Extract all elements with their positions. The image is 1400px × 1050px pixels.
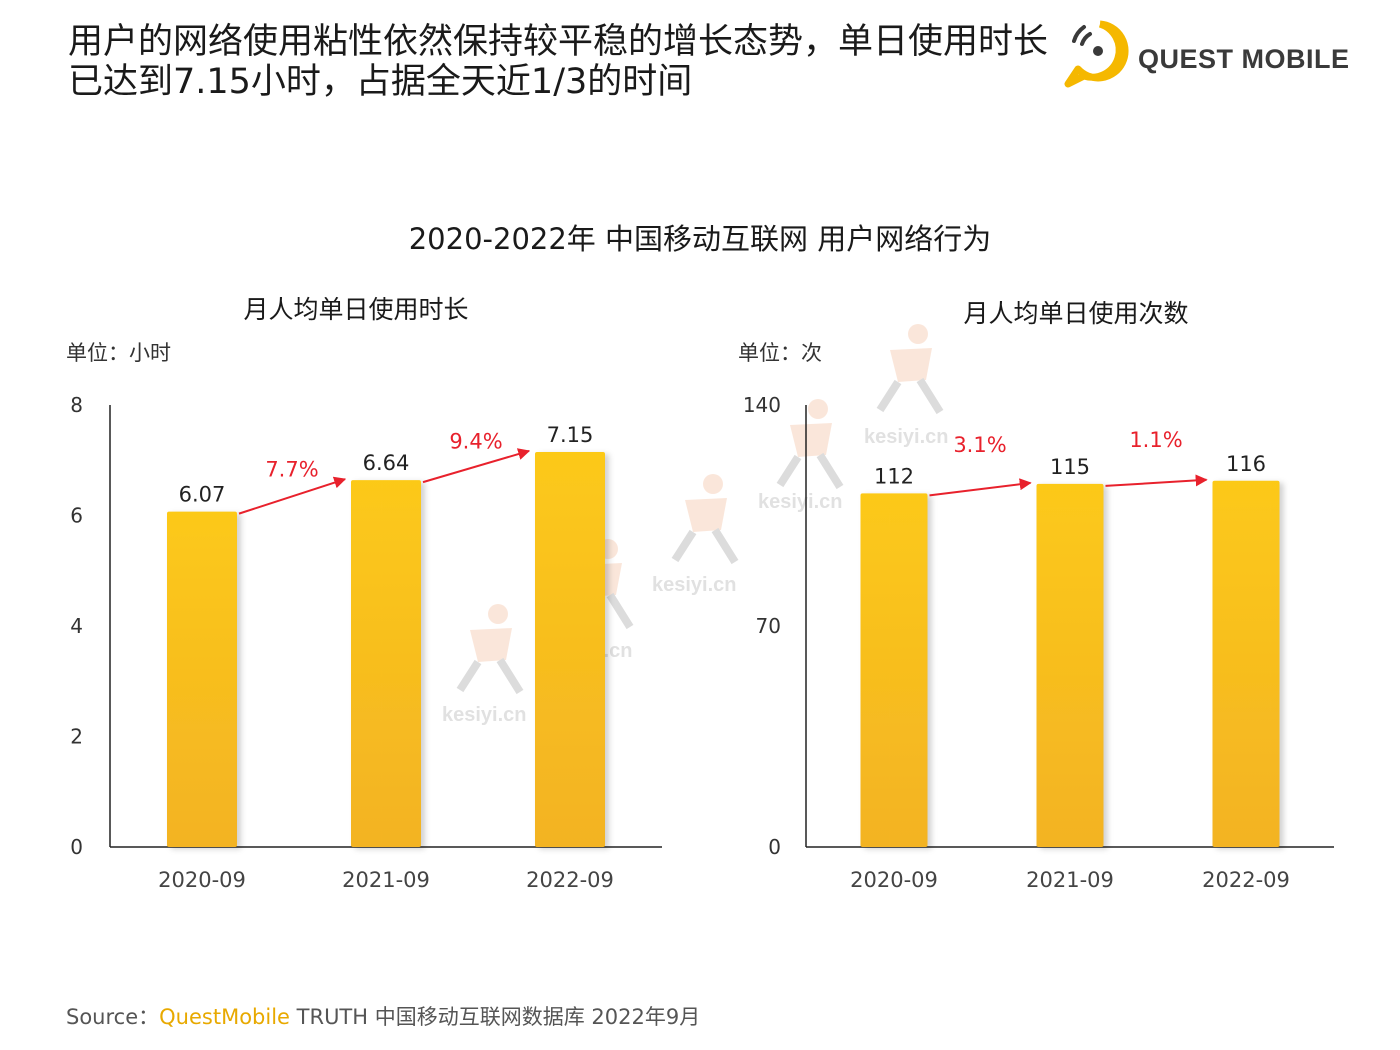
- growth-rate-label: 7.7%: [265, 457, 318, 481]
- quest-mobile-logo: QUEST MOBILE: [1060, 14, 1350, 94]
- chart-panel-daily-duration: 月人均单日使用时长 单位：小时 0 2 4 6 8 6.07 2020-09 6.64 2021…: [40, 280, 680, 920]
- growth-rate-label: 3.1%: [953, 433, 1006, 457]
- bar-value-label: 115: [1050, 455, 1090, 479]
- y-tick-label: 2: [70, 725, 83, 749]
- y-tick-label: 4: [70, 614, 83, 638]
- source-rest: TRUTH 中国移动互联网数据库 2022年9月: [289, 1005, 701, 1029]
- x-tick-label: 2020-09: [850, 868, 938, 892]
- growth-arrow: [1105, 474, 1208, 487]
- bar: [167, 511, 237, 847]
- bar-chart-daily-sessions: 0 70 140 112 2020-09 115 2021-09 116 2022-09 3.1%…: [743, 393, 1334, 892]
- bar-chart-daily-duration: 0 2 4 6 8 6.07 2020-09 6.64 2021-09 7.15 2022-09 7.…: [70, 393, 662, 892]
- source-prefix: Source：: [66, 1005, 160, 1029]
- bar-value-label: 112: [874, 464, 914, 488]
- bar: [1212, 480, 1280, 847]
- bar-value-label: 7.15: [547, 423, 594, 447]
- growth-arrow: [422, 448, 531, 484]
- chart-title: 月人均单日使用次数: [963, 299, 1189, 328]
- logo-text: QUEST MOBILE: [1138, 44, 1350, 74]
- bar: [860, 493, 928, 847]
- bar-value-label: 6.07: [179, 483, 226, 507]
- headline-line-2: 已达到7.15小时，占据全天近1/3的时间: [68, 62, 693, 102]
- y-tick-label: 0: [70, 835, 83, 859]
- bar: [1036, 483, 1104, 847]
- growth-rate-label: 1.1%: [1129, 428, 1182, 452]
- chart-panel-daily-sessions: 月人均单日使用次数 单位：次 0 70 140 112 2020-09 115 2021-0…: [720, 280, 1360, 920]
- x-tick-label: 2021-09: [1026, 868, 1114, 892]
- y-tick-label: 0: [768, 835, 781, 859]
- growth-arrow: [929, 478, 1032, 497]
- headline-line-1: 用户的网络使用粘性依然保持较平稳的增长态势，单日使用时长: [68, 22, 1049, 62]
- source-note: Source：QuestMobile TRUTH 中国移动互联网数据库 2022…: [66, 1001, 700, 1031]
- growth-arrow: [238, 476, 347, 515]
- x-tick-label: 2020-09: [158, 868, 246, 892]
- headline: 用户的网络使用粘性依然保持较平稳的增长态势，单日使用时长 已达到7.15小时，占…: [68, 22, 1058, 102]
- chart-title: 月人均单日使用时长: [243, 295, 469, 324]
- x-tick-label: 2021-09: [342, 868, 430, 892]
- unit-label: 单位：小时: [66, 341, 171, 365]
- y-tick-label: 6: [70, 504, 83, 528]
- growth-rate-label: 9.4%: [449, 430, 502, 454]
- y-tick-label: 8: [70, 393, 83, 417]
- bar: [351, 480, 421, 847]
- y-tick-label: 70: [756, 614, 781, 638]
- main-title: 2020-2022年 中国移动互联网 用户网络行为: [408, 222, 992, 256]
- x-tick-label: 2022-09: [526, 868, 614, 892]
- y-tick-label: 140: [743, 393, 781, 417]
- bar: [535, 451, 605, 847]
- bar-value-label: 6.64: [363, 451, 410, 475]
- logo-mark-icon: [1064, 20, 1129, 88]
- source-brand: QuestMobile: [159, 1005, 290, 1029]
- bar-value-label: 116: [1226, 452, 1266, 476]
- unit-label: 单位：次: [738, 341, 822, 365]
- x-tick-label: 2022-09: [1202, 868, 1290, 892]
